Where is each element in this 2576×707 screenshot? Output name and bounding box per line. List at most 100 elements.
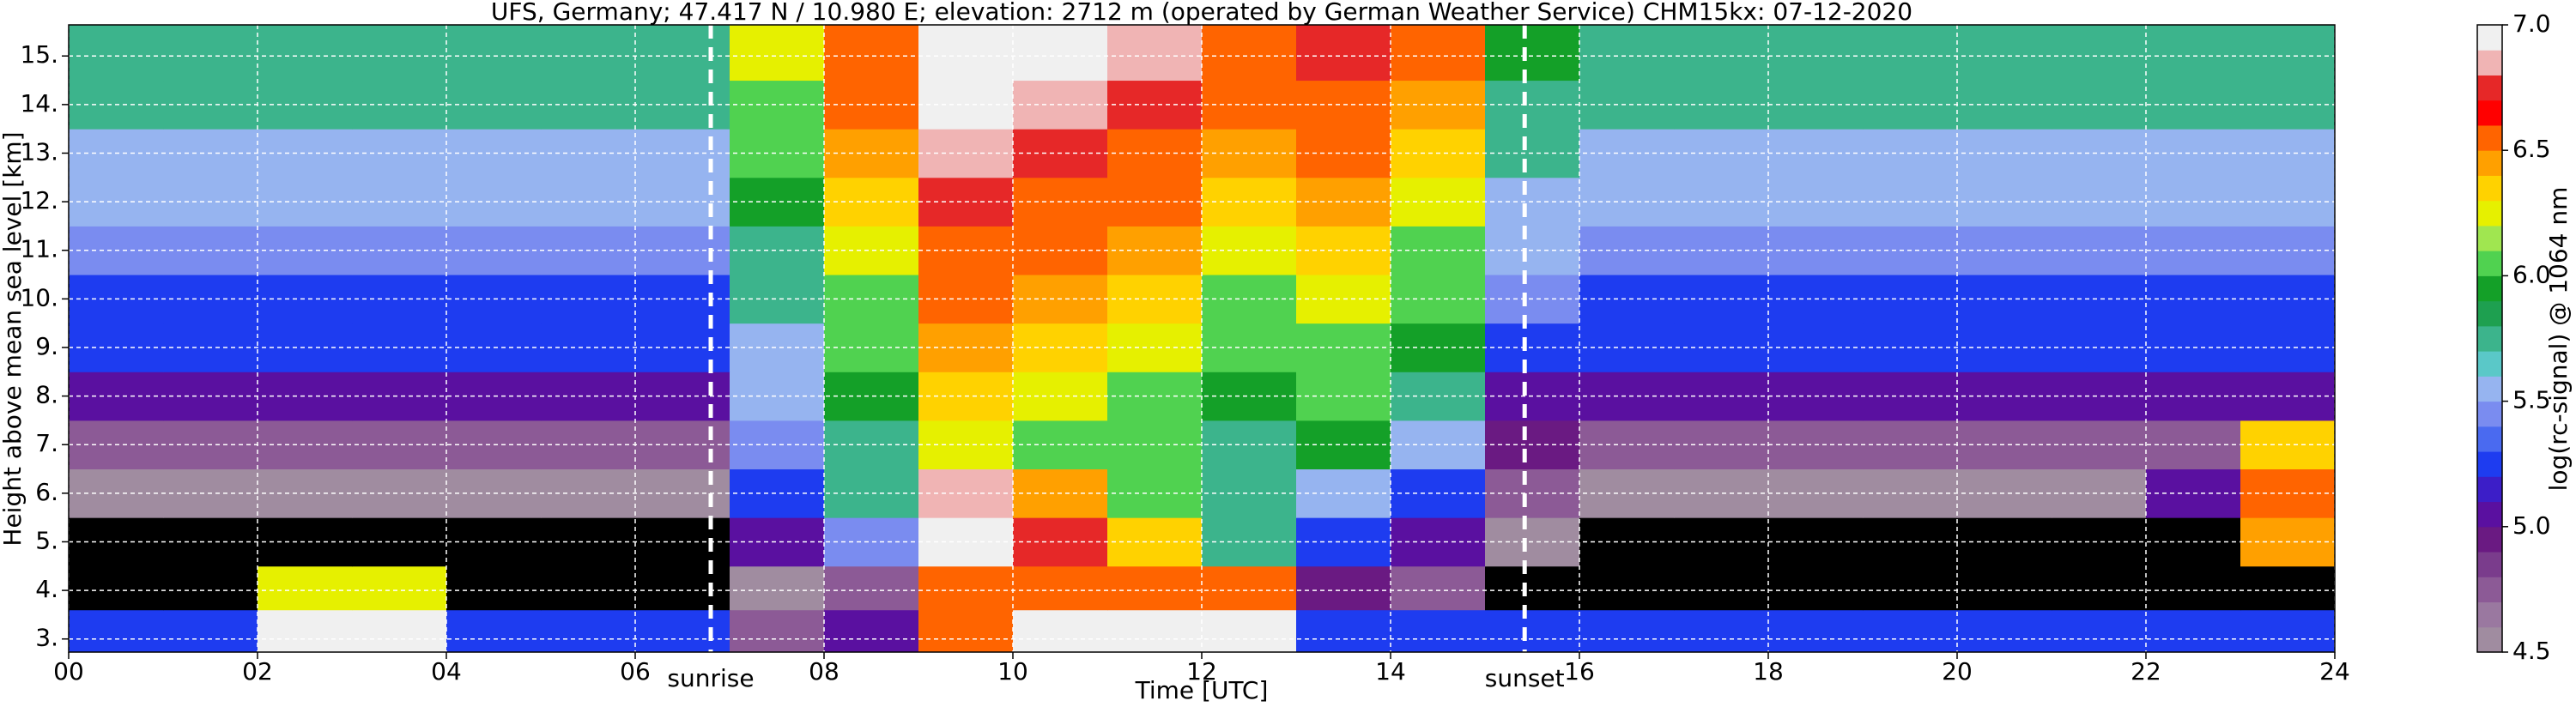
heatmap-cell bbox=[1485, 565, 1580, 611]
heatmap-cell bbox=[635, 609, 730, 653]
heatmap-cell bbox=[730, 25, 825, 82]
heatmap-cell bbox=[2240, 25, 2336, 82]
colorbar-swatch bbox=[2477, 577, 2502, 603]
x-tick-label: 04 bbox=[431, 657, 462, 686]
colorbar-swatch bbox=[2477, 225, 2502, 251]
heatmap-cell bbox=[1202, 177, 1297, 227]
colorbar-swatch bbox=[2477, 552, 2502, 577]
colorbar-swatch bbox=[2477, 150, 2502, 176]
heatmap-cell bbox=[1202, 80, 1297, 130]
y-tick-label: 15. bbox=[20, 40, 58, 69]
heatmap-cell bbox=[1579, 226, 1675, 275]
colorbar-swatch bbox=[2477, 626, 2502, 653]
x-tick-label: 16 bbox=[1564, 657, 1595, 686]
heatmap-cell bbox=[1013, 609, 1108, 653]
x-tick-label: 12 bbox=[1186, 657, 1217, 686]
heatmap-cell bbox=[541, 565, 636, 611]
heatmap-cell bbox=[69, 25, 164, 82]
heatmap-cell bbox=[1013, 565, 1108, 611]
heatmap-cell bbox=[1863, 25, 1958, 82]
heatmap-cell bbox=[1957, 25, 2052, 82]
heatmap-cell bbox=[446, 609, 542, 653]
heatmap-cell bbox=[2052, 565, 2147, 611]
colorbar-swatch bbox=[2477, 451, 2502, 477]
heatmap-cell bbox=[352, 80, 447, 130]
heatmap-cell bbox=[2052, 468, 2147, 518]
x-tick-label: 10 bbox=[997, 657, 1028, 686]
heatmap-cell bbox=[1013, 25, 1108, 82]
heatmap-cell bbox=[730, 275, 825, 324]
colorbar-swatch bbox=[2477, 251, 2502, 276]
y-tick-label: 7. bbox=[35, 429, 58, 457]
heatmap-cell bbox=[730, 177, 825, 227]
y-tick-label: 12. bbox=[20, 186, 58, 215]
heatmap-cell bbox=[730, 517, 825, 567]
heatmap-cell bbox=[352, 468, 447, 518]
heatmap-cell bbox=[730, 80, 825, 130]
heatmap-cell bbox=[730, 323, 825, 372]
y-tick-label: 11. bbox=[20, 235, 58, 263]
heatmap-cell bbox=[2146, 609, 2241, 653]
heatmap-cell bbox=[1202, 468, 1297, 518]
heatmap-cell bbox=[1579, 372, 1675, 421]
heatmap-cell bbox=[635, 25, 730, 82]
colorbar-swatch bbox=[2477, 426, 2502, 452]
heatmap-cell bbox=[1202, 372, 1297, 421]
heatmap-cell bbox=[730, 129, 825, 178]
heatmap-cell bbox=[2240, 565, 2336, 611]
heatmap-cell bbox=[1107, 25, 1203, 82]
heatmap-cell bbox=[730, 372, 825, 421]
colorbar-swatch bbox=[2477, 501, 2502, 528]
heatmap-cell bbox=[2052, 177, 2147, 227]
heatmap-cell bbox=[1579, 609, 1675, 653]
y-tick-label: 10. bbox=[20, 283, 58, 311]
heatmap-cell bbox=[2052, 25, 2147, 82]
heatmap-cell bbox=[1579, 517, 1675, 567]
colorbar-swatch bbox=[2477, 325, 2502, 352]
heatmap-cell bbox=[1485, 609, 1580, 653]
heatmap-cell bbox=[352, 226, 447, 275]
x-tick-label: 00 bbox=[53, 657, 84, 686]
annotation-label: sunset bbox=[1485, 664, 1565, 692]
heatmap-cell bbox=[258, 25, 353, 82]
heatmap-cell bbox=[2052, 80, 2147, 130]
colorbar-tick-label: 6.0 bbox=[2512, 260, 2551, 288]
heatmap-cell bbox=[163, 609, 258, 653]
heatmap-cell bbox=[1202, 517, 1297, 567]
heatmap-cell bbox=[352, 517, 447, 567]
heatmap-cell bbox=[352, 275, 447, 324]
heatmap-cell bbox=[824, 609, 919, 653]
heatmap-cell bbox=[352, 323, 447, 372]
colorbar-frame bbox=[2476, 24, 2503, 653]
colorbar-tick-label: 7.0 bbox=[2512, 9, 2551, 38]
heatmap-cell bbox=[163, 25, 258, 82]
heatmap-cell bbox=[1202, 609, 1297, 653]
heatmap-cell bbox=[541, 609, 636, 653]
heatmap-cell bbox=[1579, 275, 1675, 324]
colorbar-swatch bbox=[2477, 476, 2502, 503]
y-tick-label: 4. bbox=[35, 575, 58, 603]
x-tick-label: 22 bbox=[2131, 657, 2161, 686]
heatmap-cell bbox=[2240, 609, 2336, 653]
heatmap-cell bbox=[918, 25, 1014, 82]
x-tick-label: 02 bbox=[242, 657, 273, 686]
heatmap-cell bbox=[730, 420, 825, 470]
colorbar-swatch bbox=[2477, 25, 2502, 51]
heatmap-cell bbox=[1957, 565, 2052, 611]
colorbar-swatch bbox=[2477, 376, 2502, 402]
colorbar-tick-label: 5.5 bbox=[2512, 386, 2551, 414]
heatmap-cell bbox=[1202, 323, 1297, 372]
heatmap-cell bbox=[1107, 565, 1203, 611]
heatmap-cell bbox=[1579, 565, 1675, 611]
y-tick-label: 6. bbox=[35, 478, 58, 506]
colorbar-swatch bbox=[2477, 200, 2502, 227]
heatmap-cell bbox=[1674, 565, 1769, 611]
heatmap-cell bbox=[1202, 420, 1297, 470]
heatmap-cell bbox=[1579, 25, 1675, 82]
heatmap-cell bbox=[1579, 80, 1675, 130]
y-tick-label: 5. bbox=[35, 526, 58, 554]
colorbar-swatch bbox=[2477, 175, 2502, 202]
heatmap-cell bbox=[1296, 25, 1391, 82]
